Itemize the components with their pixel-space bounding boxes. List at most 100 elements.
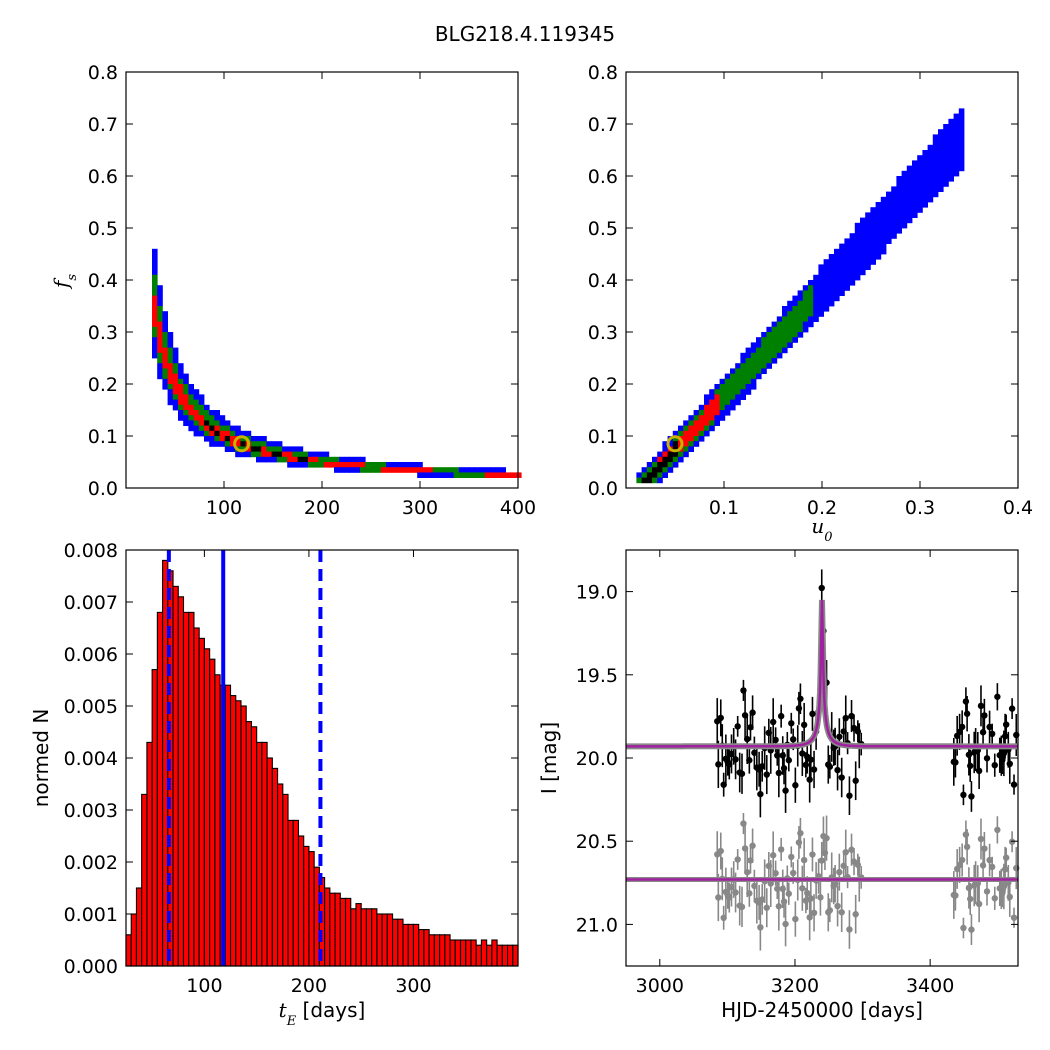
histogram-bar (224, 684, 232, 967)
contour-cell (932, 160, 939, 166)
data-point (1001, 733, 1009, 740)
contour-cell (750, 347, 757, 354)
contour-cell (245, 451, 252, 458)
contour-cell (958, 139, 965, 146)
contour-cell (219, 415, 226, 421)
contour-cell (766, 358, 772, 364)
contour-cell (266, 441, 272, 447)
contour-cell (641, 467, 648, 473)
contour-cell (901, 181, 908, 187)
contour-cell (672, 451, 679, 458)
contour-cell (891, 222, 897, 229)
contour-cell (844, 285, 850, 291)
contour-cell (891, 233, 897, 239)
contour-cell (245, 446, 252, 452)
data-point (802, 761, 810, 769)
contour-cell (162, 384, 168, 390)
contour-cell (844, 254, 850, 260)
contour-cell (865, 264, 871, 270)
data-point (807, 756, 815, 763)
histogram-bar (177, 596, 185, 967)
x-tick-label: 0.3 (905, 497, 935, 519)
contour-cell (761, 352, 767, 359)
histogram-bar (266, 757, 273, 967)
x-tick-label: 3000 (636, 975, 684, 997)
contour-cell (958, 108, 965, 114)
contour-cell (172, 358, 179, 364)
contour-cell (490, 467, 496, 473)
contour-cell (354, 456, 361, 463)
contour-cell (839, 274, 845, 281)
contour-cell (401, 467, 408, 473)
contour-cell (854, 269, 861, 276)
contour-cell (870, 238, 876, 244)
data-point (785, 890, 793, 897)
contour-cell (178, 378, 184, 385)
contour-cell (761, 332, 767, 338)
contour-cell (818, 311, 824, 317)
contour-cell (927, 191, 934, 198)
contour-cell (953, 150, 960, 156)
contour-cell (256, 456, 262, 463)
contour-cell (735, 373, 741, 380)
contour-cell (167, 337, 174, 343)
contour-cell (458, 467, 465, 473)
contour-cell (839, 285, 845, 291)
contour-cell (162, 368, 168, 374)
contour-cell (178, 373, 184, 380)
contour-cell (953, 129, 960, 135)
data-point (746, 757, 753, 764)
contour-cell (802, 326, 809, 333)
contour-cell (854, 238, 861, 244)
contour-cell (782, 332, 788, 338)
contour-cell (839, 264, 845, 270)
contour-cell (792, 311, 798, 317)
contour-cell (152, 264, 158, 270)
data-point (788, 720, 795, 727)
contour-cell (152, 290, 158, 296)
contour-cell (308, 451, 314, 458)
data-point (807, 895, 815, 902)
data-point (846, 926, 853, 933)
contour-cell (766, 347, 772, 354)
contour-cell (188, 410, 194, 416)
contour-cell (328, 456, 335, 463)
histogram-bar (339, 897, 347, 967)
contour-cell (912, 202, 918, 208)
contour-cell (672, 446, 679, 452)
contour-cell (740, 368, 746, 374)
contour-cell (198, 415, 205, 421)
contour-cell (152, 321, 158, 328)
data-point (804, 889, 811, 897)
histogram-bar (235, 700, 242, 967)
contour-cell (157, 363, 163, 369)
data-point (975, 767, 983, 775)
contour-cell (745, 373, 752, 380)
data-point (1008, 838, 1016, 845)
histogram-bar (303, 845, 310, 967)
contour-cell (745, 384, 752, 390)
contour-cell (901, 191, 908, 198)
data-point (772, 736, 779, 744)
contour-cell (396, 467, 402, 473)
contour-cell (948, 170, 954, 177)
contour-cell (709, 425, 715, 432)
data-point (788, 853, 795, 861)
contour-cell (932, 181, 939, 187)
contour-cell (797, 306, 804, 312)
y-tick-label: 0.8 (88, 62, 118, 84)
contour-cell (349, 462, 356, 468)
contour-cell (678, 451, 684, 458)
contour-cell (912, 207, 918, 213)
y-tick-label: 0.7 (88, 114, 118, 136)
contour-cell (818, 269, 824, 276)
contour-cell (787, 306, 793, 312)
contour-cell (761, 363, 767, 369)
tE-histogram-panel: 100 200 300 0.000 0.001 0.002 0.003 0.004 0.005 0… (29, 540, 519, 1029)
contour-cell (198, 425, 205, 432)
histogram-bar (360, 908, 367, 967)
contour-cell (256, 441, 262, 447)
contour-cell (714, 404, 720, 411)
contour-cell (406, 462, 413, 468)
contour-cell (792, 306, 798, 312)
